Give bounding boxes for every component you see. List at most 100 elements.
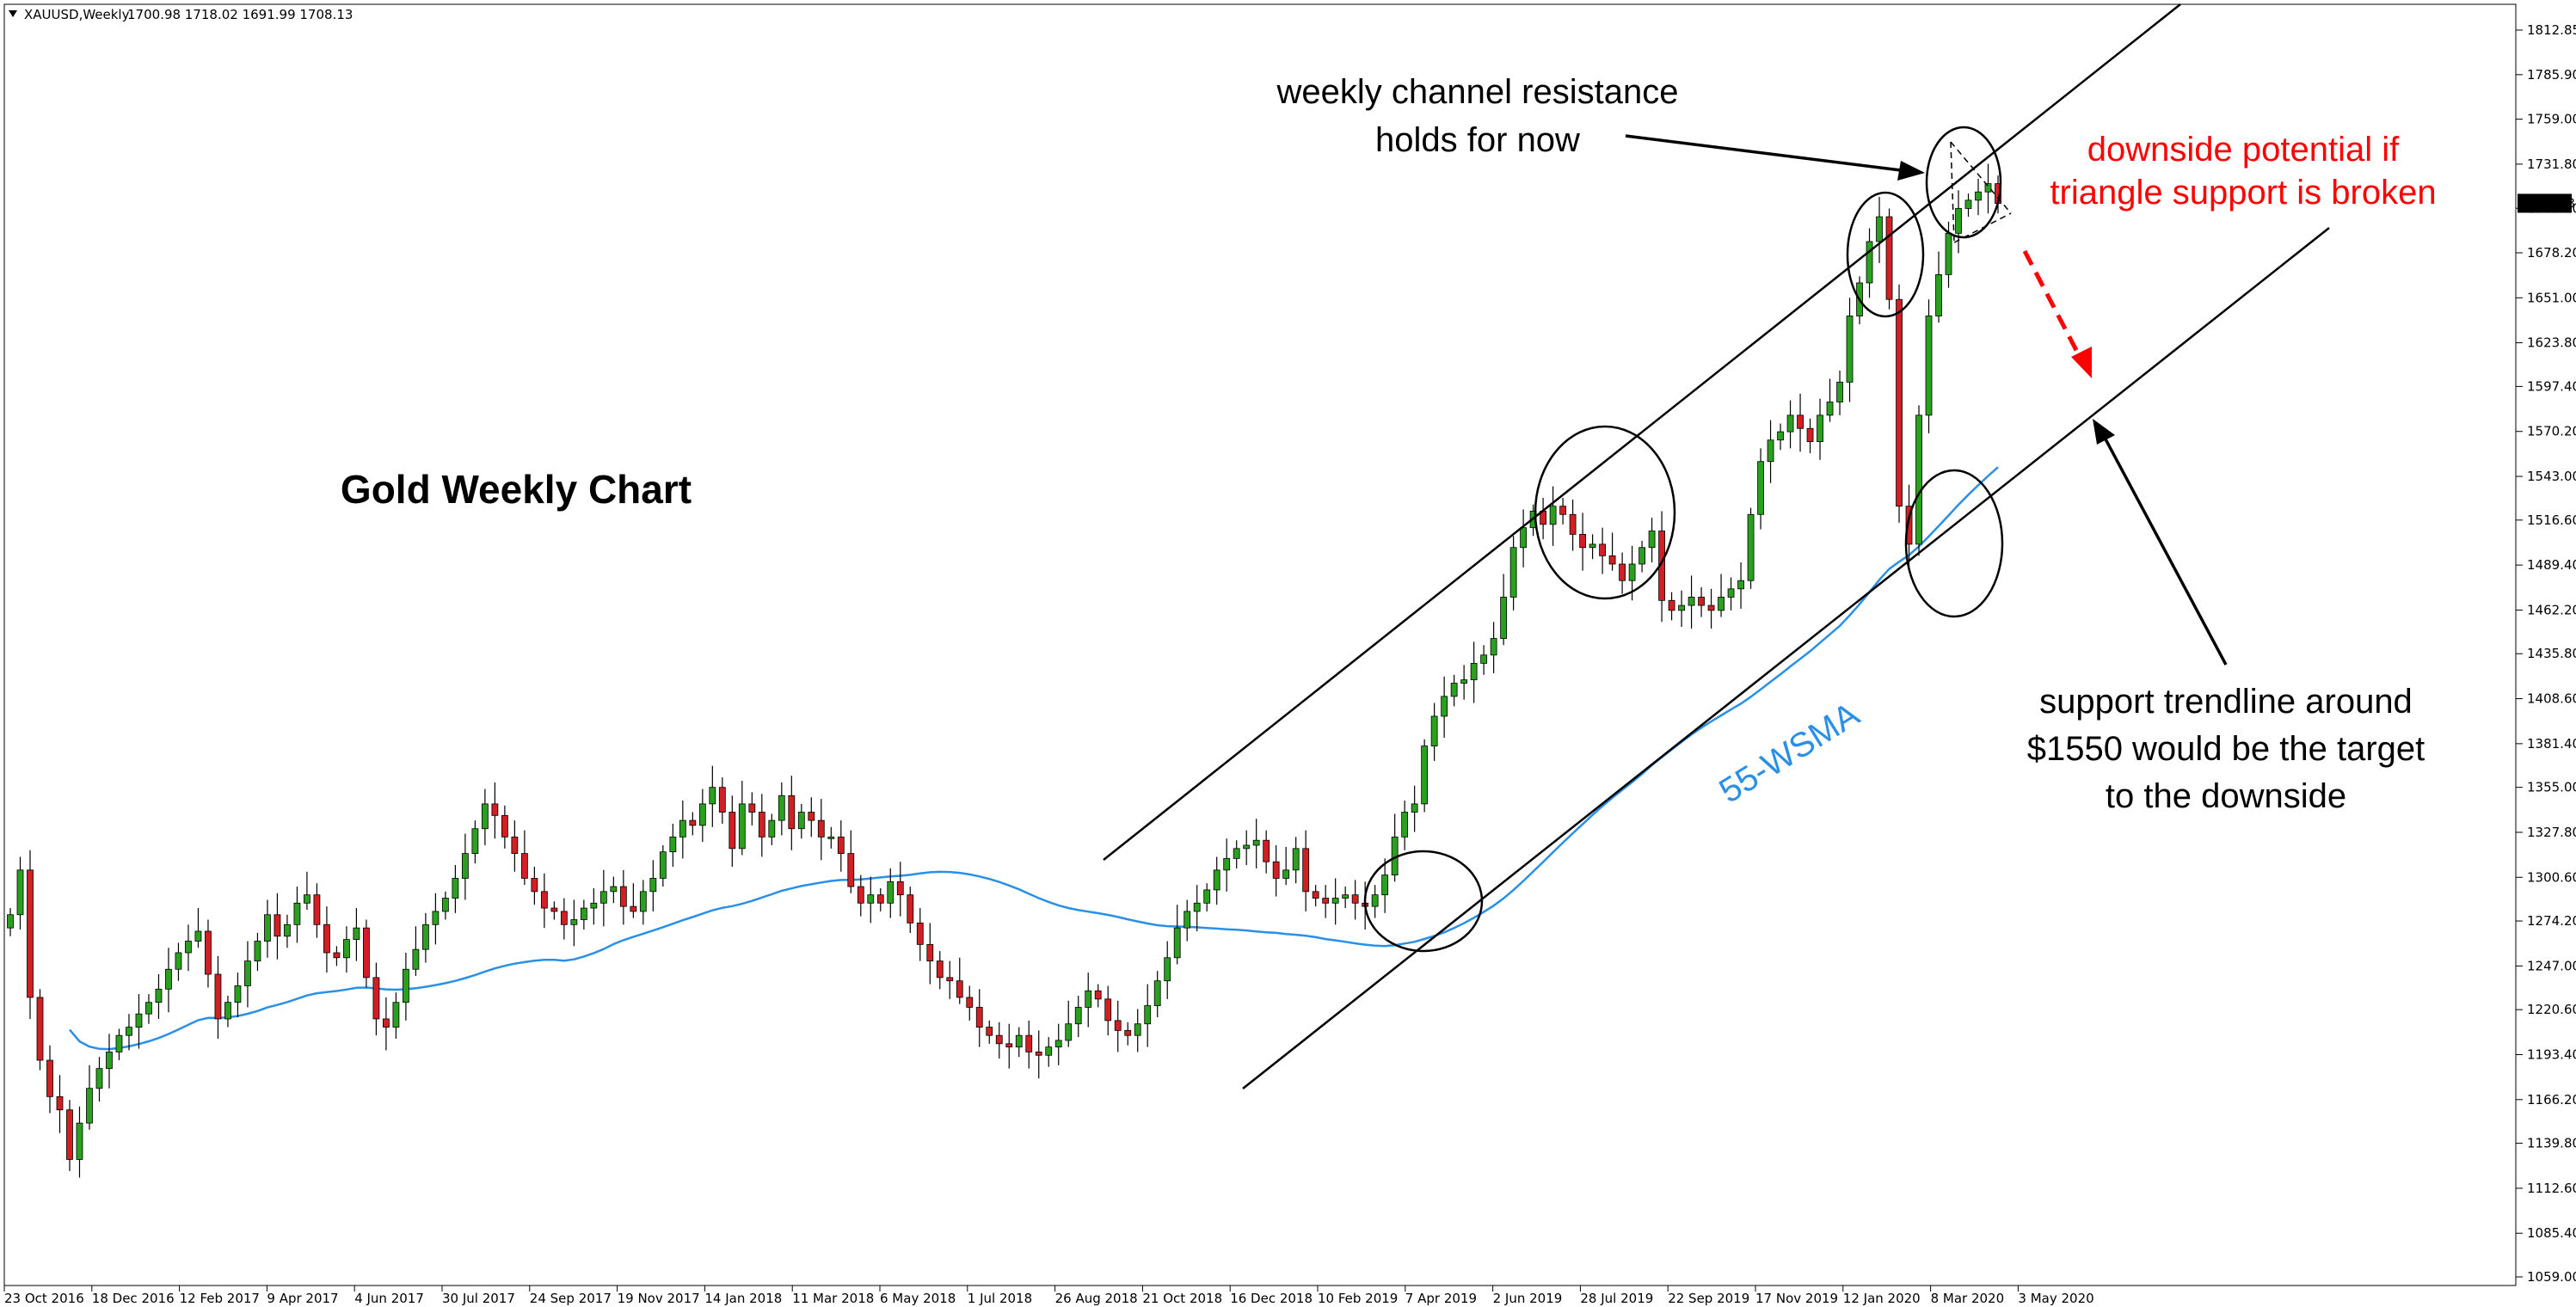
candle-body [1322, 898, 1330, 904]
x-tick-label: 22 Sep 2019 [1668, 1291, 1749, 1306]
candle-body [363, 927, 370, 979]
candle-body [1579, 533, 1587, 549]
candle-body [896, 881, 904, 896]
candle-body [738, 803, 746, 850]
candle-body [560, 911, 568, 925]
y-tick-label: 1731.80 [2527, 156, 2576, 172]
x-tick-label: 3 May 2020 [2018, 1291, 2093, 1306]
candle-body [1035, 1052, 1042, 1056]
candle-body [1282, 869, 1290, 879]
candle-body [698, 803, 706, 826]
red-dashed-arrow [2022, 249, 2082, 359]
candle-body [907, 894, 914, 923]
candle-body [1065, 1023, 1073, 1041]
candle-body [817, 819, 825, 838]
candle-body [946, 977, 954, 982]
candle-body [1331, 898, 1339, 904]
x-tick-label: 8 Mar 2020 [1931, 1291, 2005, 1306]
candle-body [531, 878, 538, 893]
candle-body [1806, 427, 1814, 443]
candle-body [1866, 241, 1873, 284]
candle-body [343, 939, 350, 959]
candle-body [827, 836, 835, 839]
x-tick-label: 30 Jul 2017 [442, 1291, 515, 1306]
candle-body [441, 898, 449, 912]
candle-body [1411, 803, 1418, 813]
candle-body [16, 869, 24, 916]
candle-body [1233, 848, 1240, 859]
candle-body [1401, 812, 1409, 838]
candle-body [264, 914, 271, 942]
candle-body [1164, 957, 1171, 982]
candle-body [481, 803, 489, 830]
x-tick-label: 28 Jul 2019 [1580, 1291, 1653, 1306]
candle-body [86, 1088, 93, 1124]
candle-body [956, 980, 963, 998]
y-tick-label: 1274.20 [2527, 913, 2576, 929]
candle-body [857, 886, 864, 904]
highlight-circle [1904, 469, 2004, 618]
candle-body [244, 960, 251, 986]
y-tick-label: 1678.20 [2527, 245, 2576, 261]
candle-body [1718, 597, 1725, 611]
x-tick-label: 9 Apr 2017 [267, 1291, 338, 1306]
candle-body [1312, 891, 1319, 899]
chevron-down-icon[interactable] [9, 10, 17, 17]
arrow-head [1897, 161, 1925, 181]
triangle-line [1953, 212, 2012, 243]
candle-body [491, 803, 499, 816]
candle-body [966, 997, 974, 1008]
candle-body [1213, 869, 1220, 891]
candle-body [175, 952, 182, 970]
candle-body [1263, 839, 1270, 862]
candle-body [313, 894, 321, 925]
candle-body [1252, 839, 1260, 846]
candle-body [95, 1068, 103, 1089]
annotation-downside-line-1: downside potential if [2087, 131, 2400, 169]
y-tick-label: 1300.60 [2527, 869, 2576, 885]
annotation-support-line-3: to the downside [2106, 777, 2346, 815]
candle-body [185, 941, 192, 954]
candle-body [1193, 902, 1201, 912]
x-tick-label: 7 Apr 2019 [1405, 1291, 1477, 1306]
y-tick-label: 1597.40 [2527, 378, 2576, 394]
candle-body [1450, 683, 1458, 697]
candle-body [412, 948, 420, 970]
candle-body [1975, 191, 1982, 201]
candle-body [1817, 414, 1823, 443]
candle-body [679, 819, 686, 838]
candle-body [1698, 597, 1705, 606]
candle-body [580, 907, 587, 920]
x-tick-label: 16 Dec 2018 [1230, 1291, 1313, 1306]
candle-body [570, 919, 578, 925]
y-tick-label: 1489.40 [2527, 557, 2576, 573]
candle-body [1045, 1046, 1053, 1056]
candle-body [1015, 1034, 1023, 1048]
candle-body [115, 1034, 123, 1052]
candle-body [194, 930, 202, 942]
y-tick-label: 1355.00 [2527, 780, 2576, 795]
x-tick-label: 10 Feb 2019 [1318, 1291, 1398, 1306]
candle-body [1470, 662, 1478, 681]
candle-body [1628, 563, 1636, 581]
candle-body [1727, 588, 1735, 598]
candle-body [1421, 746, 1429, 805]
candle-body [995, 1034, 1003, 1045]
y-tick-label: 1408.60 [2527, 691, 2576, 707]
candle-body [619, 886, 627, 907]
candle-body [689, 819, 697, 826]
triangle-line [1950, 141, 1955, 243]
candle-body [916, 922, 924, 945]
candle-body [106, 1052, 113, 1070]
candle-body [808, 812, 815, 821]
candle-body [372, 977, 380, 1020]
candle-body [599, 891, 607, 904]
candle-body [304, 894, 310, 904]
candle-body [452, 878, 459, 899]
candle-body [1183, 911, 1191, 929]
candle-body [1559, 506, 1567, 515]
candle-body [797, 812, 805, 830]
candle-body [540, 891, 548, 909]
x-tick-label: 12 Feb 2017 [180, 1291, 260, 1306]
